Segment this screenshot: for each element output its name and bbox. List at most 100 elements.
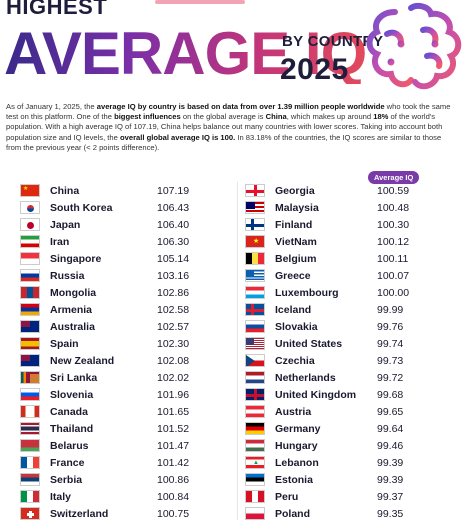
country-name: Thailand bbox=[50, 422, 94, 435]
country-name: United States bbox=[275, 337, 343, 350]
country-row: Mongolia 102.86 bbox=[20, 284, 250, 301]
country-row: Poland 99.35 bbox=[240, 505, 469, 522]
average-iq-value: 105.14 bbox=[157, 252, 190, 265]
country-name: Luxembourg bbox=[275, 286, 339, 299]
country-name: Slovenia bbox=[50, 388, 94, 401]
country-name: Malaysia bbox=[275, 201, 319, 214]
country-name: VietNam bbox=[275, 235, 317, 248]
flag-singapore-icon bbox=[20, 252, 40, 265]
flag-belarus-icon bbox=[20, 439, 40, 452]
average-iq-value: 102.57 bbox=[157, 320, 190, 333]
country-row: Austria 99.65 bbox=[240, 403, 469, 420]
country-name: Georgia bbox=[275, 184, 315, 197]
average-iq-value: 99.76 bbox=[377, 320, 404, 333]
average-iq-value: 99.37 bbox=[377, 490, 404, 503]
flag-switzerland-icon bbox=[20, 507, 40, 520]
country-name: Russia bbox=[50, 269, 85, 282]
average-iq-value: 102.08 bbox=[157, 354, 190, 367]
flag-thailand-icon bbox=[20, 422, 40, 435]
flag-new-zealand-icon bbox=[20, 354, 40, 367]
flag-spain-icon bbox=[20, 337, 40, 350]
flag-japan-icon bbox=[20, 218, 40, 231]
country-row: Russia 103.16 bbox=[20, 267, 250, 284]
headline-title: AVERAGE IQ bbox=[4, 20, 367, 87]
average-iq-value: 100.59 bbox=[377, 184, 410, 197]
country-row: United Kingdom 99.68 bbox=[240, 386, 469, 403]
country-row: Slovakia 99.76 bbox=[240, 318, 469, 335]
flag-sri-lanka-icon bbox=[20, 371, 40, 384]
country-name: Canada bbox=[50, 405, 88, 418]
average-iq-value: 102.58 bbox=[157, 303, 190, 316]
country-name: Austria bbox=[275, 405, 312, 418]
country-row: Japan 106.40 bbox=[20, 216, 250, 233]
flag-czechia-icon bbox=[245, 354, 265, 367]
average-iq-value: 99.39 bbox=[377, 473, 404, 486]
country-name: South Korea bbox=[50, 201, 113, 214]
country-name: Poland bbox=[275, 507, 311, 520]
country-row: Armenia 102.58 bbox=[20, 301, 250, 318]
country-name: Peru bbox=[275, 490, 299, 503]
average-iq-value: 100.86 bbox=[157, 473, 190, 486]
flag-china-icon: ★ bbox=[20, 184, 40, 197]
country-name: Japan bbox=[50, 218, 81, 231]
country-row: Serbia 100.86 bbox=[20, 471, 250, 488]
country-row: Iran 106.30 bbox=[20, 233, 250, 250]
flag-netherlands-icon bbox=[245, 371, 265, 384]
flag-serbia-icon bbox=[20, 473, 40, 486]
country-name: Switzerland bbox=[50, 507, 109, 520]
country-row: Czechia 99.73 bbox=[240, 352, 469, 369]
top-accent-bar bbox=[155, 0, 245, 4]
average-iq-value: 100.11 bbox=[377, 252, 409, 265]
average-iq-value: 99.72 bbox=[377, 371, 404, 384]
average-iq-value: 100.84 bbox=[157, 490, 190, 503]
country-row: France 101.42 bbox=[20, 454, 250, 471]
country-row: Peru 99.37 bbox=[240, 488, 469, 505]
country-row: Italy 100.84 bbox=[20, 488, 250, 505]
average-iq-value: 100.07 bbox=[377, 269, 410, 282]
flag-vietnam-icon: ★ bbox=[245, 235, 265, 248]
intro-paragraph: As of January 1, 2025, the average IQ by… bbox=[6, 102, 451, 152]
country-row: Greece 100.07 bbox=[240, 267, 469, 284]
country-row: ★ China 107.19 bbox=[20, 182, 250, 199]
country-row: Sri Lanka 102.02 bbox=[20, 369, 250, 386]
flag-mongolia-icon bbox=[20, 286, 40, 299]
average-iq-value: 101.65 bbox=[157, 405, 190, 418]
country-row: Belarus 101.47 bbox=[20, 437, 250, 454]
flag-slovenia-icon bbox=[20, 388, 40, 401]
country-row: Spain 102.30 bbox=[20, 335, 250, 352]
left-country-list: ★ China 107.19 South Korea 106.43 Japan 106.40… bbox=[20, 182, 250, 522]
flag-estonia-icon bbox=[245, 473, 265, 486]
flag-austria-icon bbox=[245, 405, 265, 418]
flag-france-icon bbox=[20, 456, 40, 469]
country-name: Slovakia bbox=[275, 320, 318, 333]
flag-georgia-icon bbox=[245, 184, 265, 197]
average-iq-value: 99.74 bbox=[377, 337, 404, 350]
average-iq-value: 99.46 bbox=[377, 439, 404, 452]
flag-iran-icon bbox=[20, 235, 40, 248]
country-row: Finland 100.30 bbox=[240, 216, 469, 233]
right-country-list: Georgia 100.59 Malaysia 100.48 Finland 100.30… bbox=[240, 182, 469, 522]
country-name: Estonia bbox=[275, 473, 313, 486]
average-iq-value: 101.96 bbox=[157, 388, 190, 401]
flag-australia-icon bbox=[20, 320, 40, 333]
average-iq-value: 99.39 bbox=[377, 456, 404, 469]
average-iq-value: 100.00 bbox=[377, 286, 410, 299]
average-iq-value: 103.16 bbox=[157, 269, 190, 282]
flag-armenia-icon bbox=[20, 303, 40, 316]
country-row: Estonia 99.39 bbox=[240, 471, 469, 488]
country-name: Finland bbox=[275, 218, 313, 231]
country-row: South Korea 106.43 bbox=[20, 199, 250, 216]
subtitle: BY COUNTRY bbox=[282, 33, 384, 50]
average-iq-value: 99.73 bbox=[377, 354, 404, 367]
country-name: Netherlands bbox=[275, 371, 336, 384]
flag-lebanon-icon: ▲ bbox=[245, 456, 265, 469]
average-iq-value: 100.75 bbox=[157, 507, 190, 520]
average-iq-column-badge: Average IQ bbox=[368, 171, 420, 184]
average-iq-value: 102.86 bbox=[157, 286, 190, 299]
flag-germany-icon bbox=[245, 422, 265, 435]
country-row: ▲ Lebanon 99.39 bbox=[240, 454, 469, 471]
flag-hungary-icon bbox=[245, 439, 265, 452]
average-iq-value: 107.19 bbox=[157, 184, 190, 197]
country-row: Hungary 99.46 bbox=[240, 437, 469, 454]
flag-italy-icon bbox=[20, 490, 40, 503]
